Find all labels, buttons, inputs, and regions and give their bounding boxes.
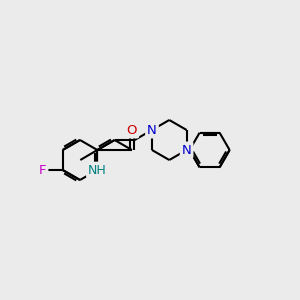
Text: N: N — [147, 124, 157, 136]
Text: NH: NH — [88, 164, 107, 176]
Text: F: F — [39, 164, 46, 176]
Text: N: N — [182, 143, 191, 157]
Text: O: O — [127, 124, 137, 136]
